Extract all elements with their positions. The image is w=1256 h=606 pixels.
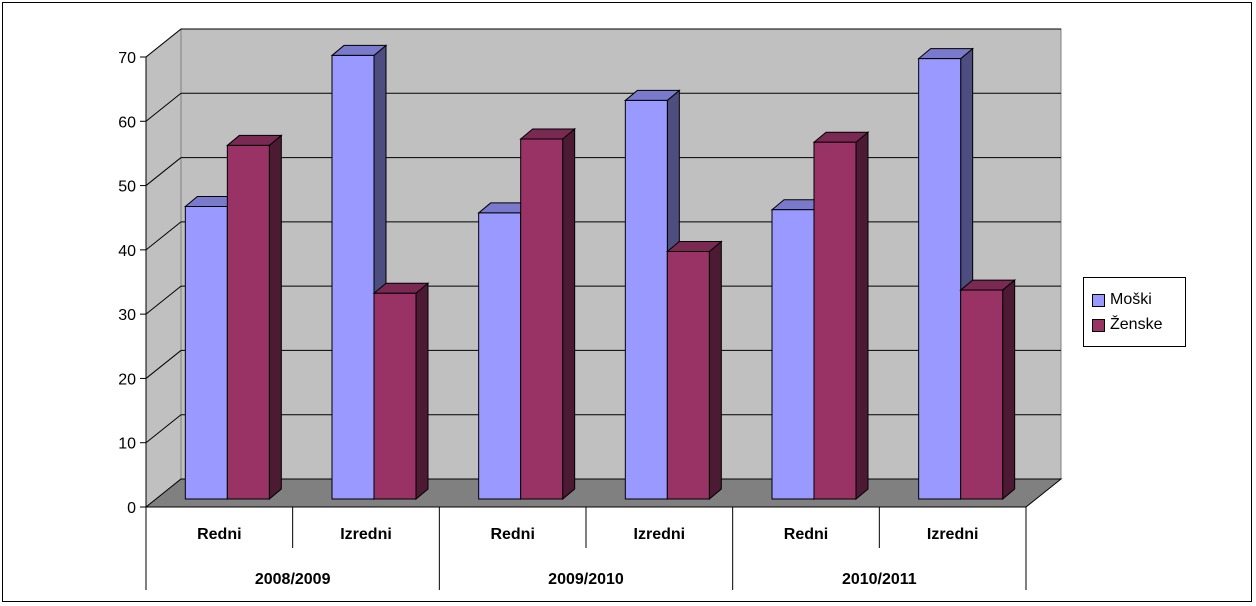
gridline-side-3	[145, 285, 182, 315]
y-tick-label-4: 40	[118, 243, 136, 260]
y-tick-label-6: 60	[118, 114, 136, 131]
bar-1-3	[665, 240, 723, 501]
y-tick-label-2: 20	[118, 371, 136, 388]
legend: Moški Ženske	[1083, 277, 1186, 347]
x-category-label-4: Redni	[784, 526, 828, 543]
gridline-side-1	[145, 414, 182, 444]
bar-side-1-1	[415, 282, 429, 501]
bar-front-1-1	[373, 292, 417, 500]
y-tick-label-7: 70	[118, 50, 136, 67]
bar-1-4	[812, 131, 870, 501]
bar-side-1-2	[562, 127, 576, 501]
bar-1-5	[959, 279, 1017, 501]
y-tick-labels: 0 10 20 30 40 50 60 70	[118, 50, 136, 517]
bar-front-0-2	[478, 212, 522, 500]
axes	[140, 56, 1027, 590]
gridline-side-6	[145, 92, 182, 122]
x-category-label-1: Izredni	[340, 526, 392, 543]
bar-side-1-3	[708, 240, 722, 501]
bar-0-5	[917, 47, 975, 501]
x-category-label-0: Redni	[197, 526, 241, 543]
side-wall	[145, 27, 182, 509]
x-group-label-2: 2010/2011	[842, 571, 917, 588]
bar-front-1-3	[666, 251, 710, 500]
bar-0-3	[623, 89, 681, 501]
gridlines	[145, 28, 1061, 444]
bar-front-0-1	[331, 54, 375, 500]
legend-swatch-series-0	[1092, 293, 1105, 307]
legend-label-series-0: Moški	[1110, 291, 1152, 308]
legend-item-series-0: Moški	[1092, 288, 1152, 312]
y-tick-label-1: 10	[118, 436, 136, 453]
bar-front-1-2	[520, 138, 564, 500]
x-group-label-1: 2009/2010	[548, 571, 624, 588]
x-category-label-5: Izredni	[927, 526, 979, 543]
x-category-labels: Redni Izredni Redni Izredni Redni Izredni 2008…	[197, 526, 978, 588]
legend-swatch-series-1	[1092, 318, 1105, 332]
y-tick-label-0: 0	[127, 500, 136, 517]
legend-label-series-1: Ženske	[1110, 316, 1163, 333]
gridline-side-4	[145, 221, 182, 251]
bar-front-0-5	[918, 58, 962, 500]
y-tick-label-5: 50	[118, 179, 136, 196]
x-category-label-3: Izredni	[634, 526, 686, 543]
bar-side-1-5	[1002, 279, 1016, 501]
bar-front-0-0	[184, 206, 228, 500]
bar-side-1-4	[855, 131, 869, 501]
gridline-side-5	[145, 157, 182, 186]
bar-front-0-4	[771, 209, 815, 500]
bar-front-0-3	[624, 99, 668, 500]
y-tick-label-3: 30	[118, 307, 136, 324]
bar-1-1	[372, 282, 430, 501]
legend-item-series-1: Ženske	[1092, 313, 1162, 337]
x-group-label-0: 2008/2009	[255, 571, 331, 588]
x-category-label-2: Redni	[490, 526, 534, 543]
bars	[183, 44, 1017, 501]
bar-front-1-0	[226, 144, 270, 500]
bar-front-1-4	[813, 141, 857, 500]
bar-1-0	[225, 134, 283, 501]
bar-1-2	[519, 127, 577, 501]
bar-side-1-0	[268, 134, 282, 501]
gridline-side-7	[145, 28, 182, 58]
bar-front-1-5	[960, 289, 1004, 500]
gridline-side-2	[145, 350, 182, 379]
